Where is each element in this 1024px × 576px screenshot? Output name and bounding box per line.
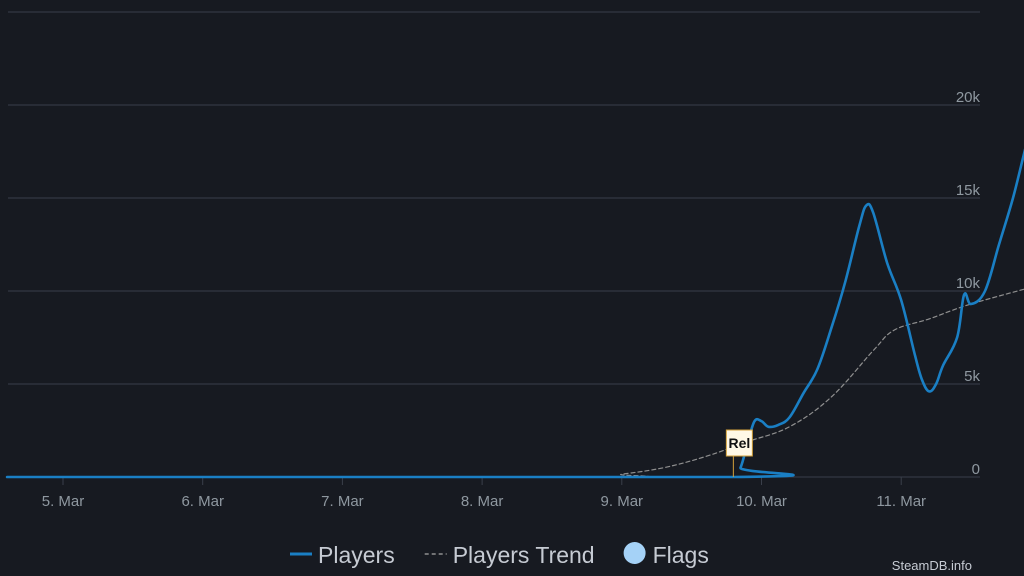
y-tick-label: 15k bbox=[956, 182, 981, 199]
y-tick-label: 20k bbox=[956, 89, 981, 106]
legend-label: Players bbox=[318, 542, 395, 568]
y-tick-label: 0 bbox=[972, 461, 980, 478]
flags: Rel bbox=[725, 429, 753, 477]
y-tick-label: 10k bbox=[956, 275, 981, 292]
legend[interactable]: Players Players Trend Flags bbox=[290, 542, 709, 568]
y-axis-ticks: 0 5k 10k 15k 20k bbox=[956, 89, 981, 478]
flag-label: Rel bbox=[728, 435, 750, 451]
series-lines bbox=[5, 148, 1024, 479]
y-tick-label: 5k bbox=[964, 368, 980, 385]
flag-box bbox=[725, 429, 753, 457]
players-trend-line bbox=[6, 288, 1024, 478]
x-tick-label: 5. Mar bbox=[42, 493, 85, 510]
x-tick-label: 11. Mar bbox=[876, 493, 926, 510]
legend-item-players[interactable]: Players bbox=[290, 542, 395, 568]
legend-label: Flags bbox=[653, 542, 709, 568]
legend-item-flags[interactable]: Flags bbox=[623, 542, 709, 568]
x-axis-ticks: 5. Mar 6. Mar 7. Mar 8. Mar 9. Mar 10. Mar 11.… bbox=[42, 477, 926, 510]
gridlines bbox=[8, 11, 980, 478]
x-tick-label: 8. Mar bbox=[461, 493, 504, 510]
flag-release[interactable]: Rel bbox=[725, 429, 753, 457]
players-line bbox=[5, 148, 1024, 479]
x-tick-label: 10. Mar bbox=[736, 493, 787, 510]
x-tick-label: 6. Mar bbox=[181, 493, 224, 510]
x-tick-label: 9. Mar bbox=[601, 493, 644, 510]
legend-label: Players Trend bbox=[453, 542, 595, 568]
steamdb-credit[interactable]: SteamDB.info bbox=[892, 558, 972, 573]
legend-symbol-circle bbox=[623, 542, 646, 564]
legend-item-players-trend[interactable]: Players Trend bbox=[424, 542, 595, 568]
x-tick-label: 7. Mar bbox=[321, 493, 364, 510]
